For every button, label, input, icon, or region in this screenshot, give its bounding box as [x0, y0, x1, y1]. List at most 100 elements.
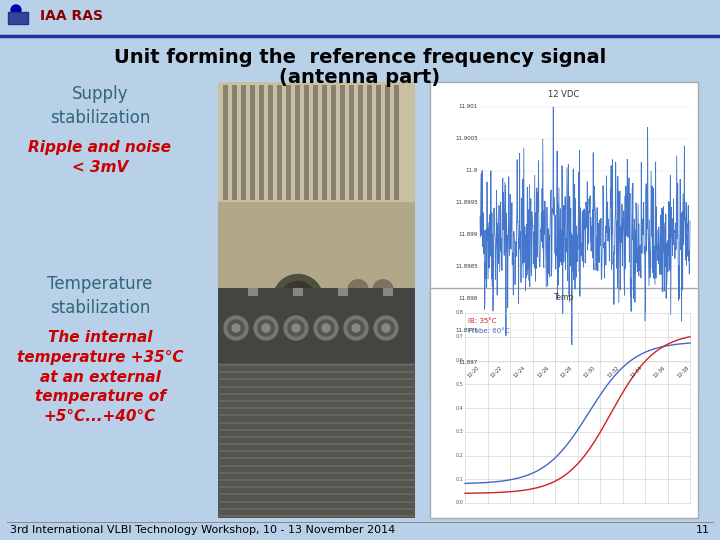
Text: 11.897: 11.897 [459, 360, 478, 365]
Bar [268, 85, 273, 200]
Circle shape [344, 316, 368, 340]
Text: 0.1: 0.1 [455, 477, 463, 482]
Text: 0.8: 0.8 [455, 310, 463, 315]
Text: Unit forming the  reference frequency signal: Unit forming the reference frequency sig… [114, 48, 606, 67]
Circle shape [224, 316, 248, 340]
Text: The internal
temperature +35°C
at an external
temperature of
+5°C...+40°C: The internal temperature +35°C at an ext… [17, 330, 184, 424]
Circle shape [273, 274, 323, 325]
Circle shape [284, 316, 308, 340]
Text: 12-32: 12-32 [606, 365, 620, 379]
Bar [218, 82, 415, 202]
Bar [218, 288, 415, 518]
Circle shape [262, 324, 270, 332]
Text: 11.8985: 11.8985 [455, 264, 478, 269]
Bar [277, 85, 282, 200]
Circle shape [288, 320, 304, 336]
Bar [338, 288, 348, 296]
Circle shape [378, 320, 394, 336]
Circle shape [280, 281, 316, 318]
Text: 0.5: 0.5 [455, 382, 463, 387]
Text: 11.9005: 11.9005 [455, 137, 478, 141]
Bar [286, 85, 291, 200]
Text: 12-22: 12-22 [490, 365, 503, 379]
Bar [340, 85, 345, 200]
Text: 0.6: 0.6 [455, 358, 463, 363]
Bar [367, 85, 372, 200]
Circle shape [373, 280, 393, 300]
Text: Supply
stabilization: Supply stabilization [50, 85, 150, 126]
Bar [358, 85, 363, 200]
Text: 12-36: 12-36 [653, 365, 667, 379]
Bar [304, 85, 309, 200]
Text: 0.3: 0.3 [455, 429, 463, 434]
Text: 12-20: 12-20 [467, 365, 480, 379]
Text: 0.7: 0.7 [455, 334, 463, 339]
Text: 12 VDC: 12 VDC [549, 90, 580, 99]
Bar [385, 85, 390, 200]
Text: 11.901: 11.901 [459, 105, 478, 110]
Text: 12-28: 12-28 [559, 365, 573, 379]
Text: 11.898: 11.898 [459, 296, 478, 301]
Bar [293, 288, 303, 296]
Text: 11.9: 11.9 [466, 168, 478, 173]
Bar [274, 372, 282, 397]
Text: 11.8975: 11.8975 [455, 328, 478, 333]
Text: 12-26: 12-26 [536, 365, 550, 379]
Circle shape [318, 320, 334, 336]
Text: 12-24: 12-24 [513, 365, 526, 379]
Bar [223, 85, 228, 200]
Text: IB: 35°C: IB: 35°C [468, 318, 497, 324]
Text: 12-34: 12-34 [630, 365, 644, 379]
Bar [394, 85, 399, 200]
Text: 0.2: 0.2 [455, 453, 463, 458]
Circle shape [382, 324, 390, 332]
Circle shape [352, 324, 360, 332]
Circle shape [254, 316, 278, 340]
Bar [430, 288, 698, 518]
FancyBboxPatch shape [8, 12, 28, 24]
Bar [218, 82, 415, 397]
Circle shape [292, 324, 300, 332]
Text: IAA RAS: IAA RAS [40, 9, 103, 23]
Bar [259, 85, 264, 200]
Text: Probe: 60°C: Probe: 60°C [468, 328, 510, 334]
Circle shape [314, 316, 338, 340]
Bar [314, 372, 322, 397]
Bar [248, 288, 258, 296]
Text: 11.8995: 11.8995 [455, 200, 478, 205]
Text: 0.4: 0.4 [455, 406, 463, 410]
Text: 12-38: 12-38 [676, 365, 690, 379]
Text: 11: 11 [696, 525, 710, 535]
Circle shape [258, 320, 274, 336]
Bar [331, 85, 336, 200]
Bar [295, 85, 300, 200]
Text: 12-30: 12-30 [583, 365, 597, 379]
Bar [383, 288, 393, 296]
Bar [250, 85, 255, 200]
Circle shape [232, 324, 240, 332]
Bar [244, 372, 252, 397]
Text: Temp: Temp [554, 293, 574, 302]
Bar [322, 85, 327, 200]
Text: (antenna part): (antenna part) [279, 68, 441, 87]
Bar [313, 85, 318, 200]
Circle shape [11, 5, 21, 15]
Bar [218, 202, 415, 397]
Text: 11.899: 11.899 [459, 232, 478, 237]
Bar [430, 82, 698, 397]
Bar [232, 85, 237, 200]
Text: Temperature
stabilization: Temperature stabilization [48, 275, 153, 316]
Circle shape [228, 320, 244, 336]
Text: 3rd International VLBI Technology Workshop, 10 - 13 November 2014: 3rd International VLBI Technology Worksh… [10, 525, 395, 535]
Bar [241, 85, 246, 200]
Circle shape [383, 324, 393, 334]
Bar [218, 288, 415, 363]
Text: Ripple and noise
< 3mV: Ripple and noise < 3mV [29, 140, 171, 175]
Text: 0.0: 0.0 [455, 501, 463, 505]
Circle shape [348, 320, 364, 336]
Circle shape [322, 324, 330, 332]
Circle shape [348, 280, 368, 300]
Circle shape [374, 316, 398, 340]
Bar [349, 85, 354, 200]
Bar [376, 85, 381, 200]
